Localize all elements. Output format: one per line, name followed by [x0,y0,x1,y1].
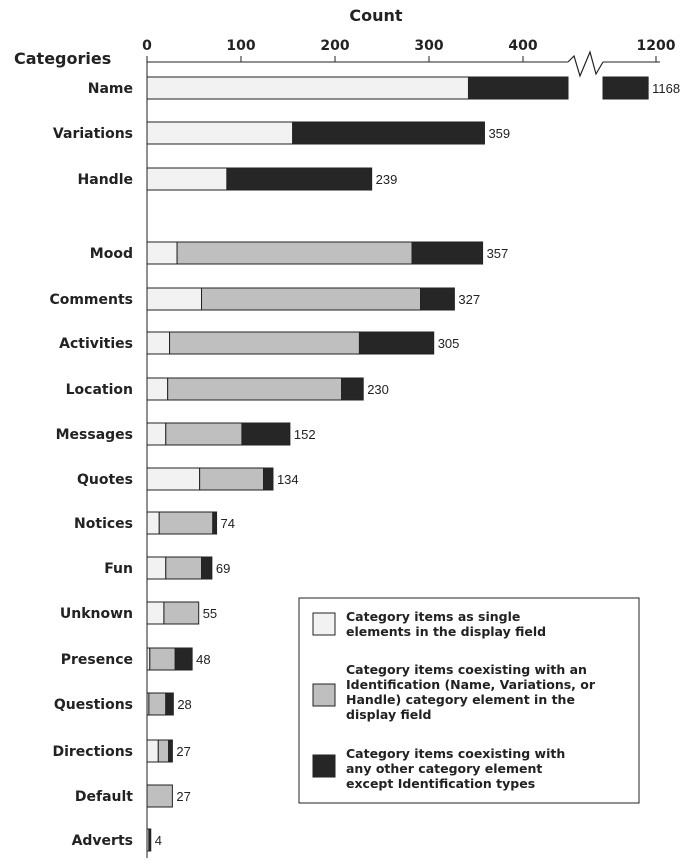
bar-segment-identification [165,422,243,446]
bar-segment-identification [167,377,343,401]
category-label: Activities [59,336,133,352]
bar-segment-single [146,739,159,763]
category-label: Quotes [77,472,133,488]
bar-segment-other [165,692,174,716]
bar-segment-single [146,467,201,491]
bar-segment-identification [165,556,203,580]
bar-segment-single [146,377,169,401]
bars: 1168 359 239 357 327 305 230 152 134 74 69 55 48 28 27… [146,76,680,852]
x-tick-label: 0 [142,38,152,54]
category-label: Messages [56,427,133,443]
bar-segment-other [467,76,569,100]
legend-label-other: Category items coexisting with any other… [346,746,570,791]
axis-break-mark [567,50,604,78]
bar-segment-other [168,739,173,763]
category-label: Adverts [72,833,133,849]
bar-segment-identification [157,739,170,763]
bar-value-label: 27 [176,789,190,804]
bar-segment-other [263,467,274,491]
bar-segment-other [226,167,373,191]
category-label: Location [66,382,133,398]
bar-segment-other [212,511,218,535]
bar-segment-identification [146,784,173,808]
bar-segment-single [146,76,469,100]
category-label: Mood [90,246,133,262]
category-label: Questions [54,697,133,713]
bar-segment-identification [148,692,167,716]
category-label: Directions [52,744,133,760]
x-tick-label: 300 [414,38,443,54]
bar-value-label: 327 [458,292,480,307]
bar-value-label: 55 [203,606,217,621]
chart-title: Count [349,6,403,25]
bar-value-label: 359 [488,126,510,141]
category-labels: Name Variations Handle Mood Comments Activiti… [49,81,133,849]
legend-label-single: Category items as single elements in the… [346,609,546,639]
bar-segment-single [146,556,167,580]
bar-segment-identification [158,511,214,535]
bar-value-label: 230 [367,382,389,397]
bar-segment-single [146,287,203,311]
bar-segment-identification [199,467,265,491]
legend-swatch-other [312,754,336,778]
legend-box [298,597,640,804]
bar-segment-single [146,167,228,191]
category-label: Unknown [60,606,133,622]
legend-label-identification: Category items coexisting with an Identi… [346,662,596,722]
legend-swatch-identification [312,683,336,707]
legend-swatch-single [312,612,336,636]
y-axis-label: Categories [14,49,111,68]
x-tick-label: 200 [320,38,349,54]
bar-segment-identification [201,287,422,311]
category-label: Handle [78,172,133,188]
bar-segment-identification [149,647,176,671]
bar-value-label: 27 [176,744,190,759]
bar-segment-other [602,76,649,100]
bar-value-label: 134 [277,472,299,487]
bar-segment-identification [176,241,413,265]
bar-value-label: 74 [221,516,235,531]
bar-segment-single [146,241,178,265]
bar-segment-other [292,121,485,145]
bar-value-label: 357 [487,246,509,261]
category-label: Presence [61,652,133,668]
category-label: Default [75,789,133,805]
bar-value-label: 48 [196,652,210,667]
category-label: Comments [49,292,133,308]
bar-value-label: 1168 [652,81,680,96]
bar-value-label: 69 [216,561,230,576]
bar-segment-other [358,331,435,355]
bar-segment-other [148,828,152,852]
bar-segment-single [146,601,165,625]
bar-segment-single [146,121,294,145]
legend: Category items as single elements in the… [298,597,640,804]
bar-value-label: 305 [438,336,460,351]
bar-segment-other [411,241,484,265]
x-tick-label: 400 [508,38,537,54]
bar-value-label: 4 [155,833,162,848]
bar-segment-single [146,511,160,535]
bar-segment-other [341,377,364,401]
bar-value-label: 28 [177,697,191,712]
bar-segment-other [201,556,213,580]
bar-segment-identification [163,601,200,625]
category-label: Name [88,81,133,97]
bar-segment-identification [169,331,360,355]
bar-value-label: 152 [294,427,316,442]
bar-segment-other [420,287,455,311]
bar-segment-other [241,422,291,446]
category-label: Variations [53,126,133,142]
bar-segment-single [146,422,167,446]
x-tick-label: 1200 [637,38,676,54]
category-label: Notices [74,516,133,532]
x-tick-label: 100 [226,38,255,54]
bar-segment-other [174,647,193,671]
bar-value-label: 239 [376,172,398,187]
category-label: Fun [104,561,133,577]
bar-segment-single [146,331,171,355]
x-axis: 0 100 200 300 400 1200 [142,38,676,858]
